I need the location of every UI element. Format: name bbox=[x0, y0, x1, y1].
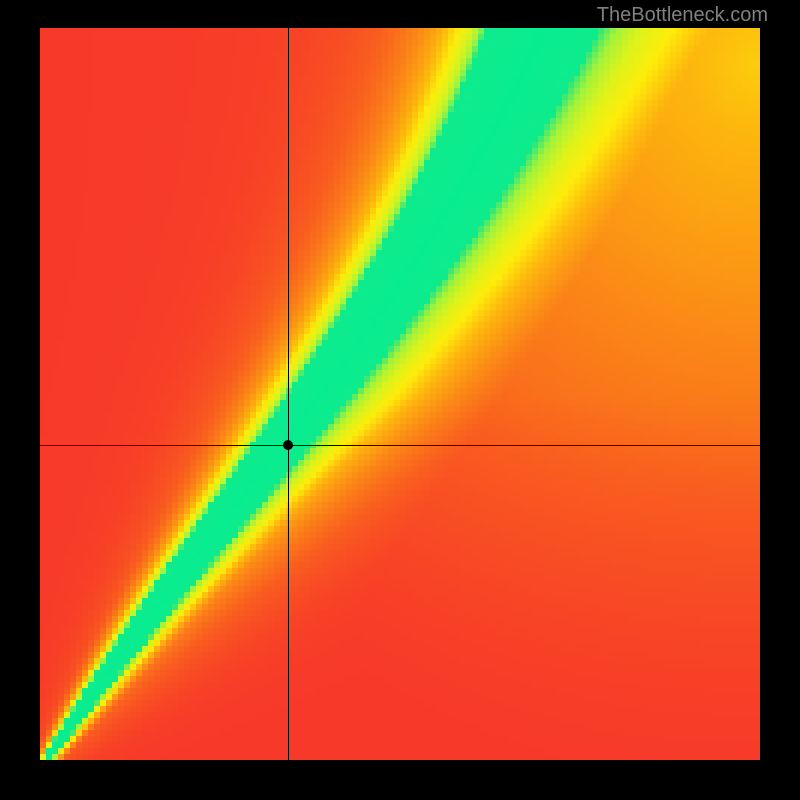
heatmap-canvas bbox=[40, 28, 764, 760]
crosshair-marker bbox=[283, 440, 293, 450]
crosshair-horizontal bbox=[40, 445, 764, 446]
heatmap-plot bbox=[40, 28, 764, 760]
attribution-label: TheBottleneck.com bbox=[597, 4, 768, 27]
crosshair-vertical bbox=[288, 28, 289, 760]
